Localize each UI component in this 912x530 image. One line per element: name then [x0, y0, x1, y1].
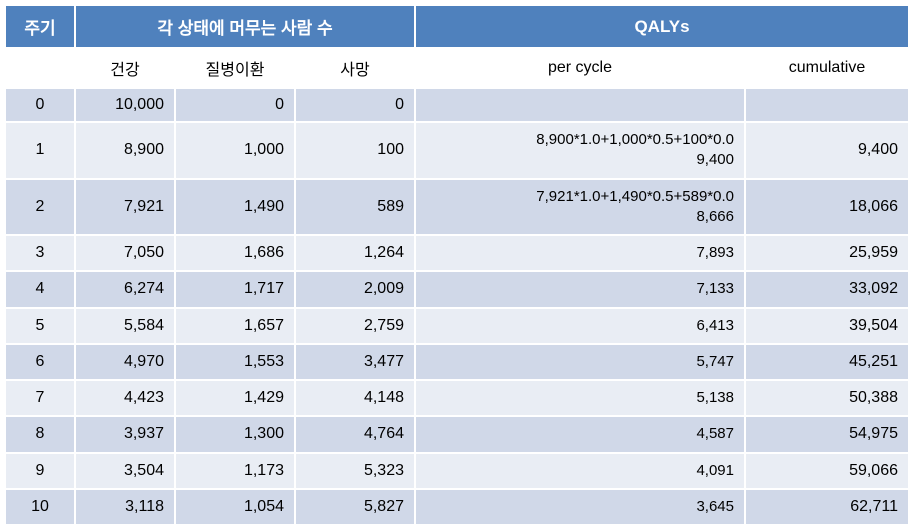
cell-percycle: 4,587 [415, 416, 745, 452]
cell-healthy: 8,900 [75, 122, 175, 179]
subheader-row: 건강 질병이환 사망 per cycle cumulative [5, 48, 909, 88]
cell-healthy: 3,937 [75, 416, 175, 452]
cell-cumulative: 9,400 [745, 122, 909, 179]
cell-healthy: 4,423 [75, 380, 175, 416]
cell-cycle: 0 [5, 88, 75, 122]
cell-percycle: 7,921*1.0+1,490*0.5+589*0.08,666 [415, 179, 745, 236]
cell-dead: 2,009 [295, 271, 415, 307]
cell-dead: 4,764 [295, 416, 415, 452]
cell-cumulative: 59,066 [745, 453, 909, 489]
cell-cycle: 10 [5, 489, 75, 525]
cell-cycle: 9 [5, 453, 75, 489]
cell-percycle [415, 88, 745, 122]
table-row: 18,9001,0001008,900*1.0+1,000*0.5+100*0.… [5, 122, 909, 179]
cell-percycle: 7,133 [415, 271, 745, 307]
cell-cycle: 8 [5, 416, 75, 452]
subheader-percycle: per cycle [415, 48, 745, 88]
cell-cumulative: 25,959 [745, 235, 909, 271]
cell-disease: 1,717 [175, 271, 295, 307]
cell-dead: 5,827 [295, 489, 415, 525]
subheader-healthy: 건강 [75, 48, 175, 88]
table-row: 46,2741,7172,0097,13333,092 [5, 271, 909, 307]
table-row: 010,00000 [5, 88, 909, 122]
cell-dead: 2,759 [295, 308, 415, 344]
qaly-table: 주기 각 상태에 머무는 사람 수 QALYs 건강 질병이환 사망 per c… [4, 4, 910, 526]
cell-cycle: 7 [5, 380, 75, 416]
cell-disease: 1,300 [175, 416, 295, 452]
table-row: 93,5041,1735,3234,09159,066 [5, 453, 909, 489]
cell-dead: 589 [295, 179, 415, 236]
cell-dead: 0 [295, 88, 415, 122]
cell-percycle: 5,747 [415, 344, 745, 380]
cell-percycle: 3,645 [415, 489, 745, 525]
cell-disease: 1,054 [175, 489, 295, 525]
cell-cycle: 4 [5, 271, 75, 307]
cell-healthy: 10,000 [75, 88, 175, 122]
cell-disease: 0 [175, 88, 295, 122]
cell-disease: 1,657 [175, 308, 295, 344]
header-cycle: 주기 [5, 5, 75, 48]
cell-dead: 5,323 [295, 453, 415, 489]
subheader-cumulative: cumulative [745, 48, 909, 88]
table-row: 103,1181,0545,8273,64562,711 [5, 489, 909, 525]
header-states: 각 상태에 머무는 사람 수 [75, 5, 415, 48]
cell-disease: 1,000 [175, 122, 295, 179]
cell-dead: 100 [295, 122, 415, 179]
cell-disease: 1,490 [175, 179, 295, 236]
cell-cycle: 5 [5, 308, 75, 344]
cell-cycle: 6 [5, 344, 75, 380]
cell-cycle: 3 [5, 235, 75, 271]
cell-cumulative: 50,388 [745, 380, 909, 416]
cell-cumulative: 39,504 [745, 308, 909, 344]
cell-healthy: 4,970 [75, 344, 175, 380]
cell-healthy: 5,584 [75, 308, 175, 344]
cell-cumulative: 45,251 [745, 344, 909, 380]
cell-cycle: 2 [5, 179, 75, 236]
table-row: 55,5841,6572,7596,41339,504 [5, 308, 909, 344]
header-row: 주기 각 상태에 머무는 사람 수 QALYs [5, 5, 909, 48]
cell-disease: 1,173 [175, 453, 295, 489]
cell-cumulative: 33,092 [745, 271, 909, 307]
cell-healthy: 3,504 [75, 453, 175, 489]
table-body: 건강 질병이환 사망 per cycle cumulative 010,0000… [5, 48, 909, 525]
cell-disease: 1,686 [175, 235, 295, 271]
cell-healthy: 6,274 [75, 271, 175, 307]
cell-cycle: 1 [5, 122, 75, 179]
cell-healthy: 7,921 [75, 179, 175, 236]
subheader-disease: 질병이환 [175, 48, 295, 88]
table-row: 64,9701,5533,4775,74745,251 [5, 344, 909, 380]
cell-cumulative: 62,711 [745, 489, 909, 525]
subheader-blank [5, 48, 75, 88]
cell-percycle: 8,900*1.0+1,000*0.5+100*0.09,400 [415, 122, 745, 179]
cell-percycle: 6,413 [415, 308, 745, 344]
table-row: 74,4231,4294,1485,13850,388 [5, 380, 909, 416]
cell-percycle: 7,893 [415, 235, 745, 271]
subheader-dead: 사망 [295, 48, 415, 88]
table-row: 27,9211,4905897,921*1.0+1,490*0.5+589*0.… [5, 179, 909, 236]
table-row: 37,0501,6861,2647,89325,959 [5, 235, 909, 271]
cell-disease: 1,553 [175, 344, 295, 380]
cell-percycle: 4,091 [415, 453, 745, 489]
cell-cumulative: 54,975 [745, 416, 909, 452]
cell-dead: 1,264 [295, 235, 415, 271]
cell-disease: 1,429 [175, 380, 295, 416]
cell-healthy: 7,050 [75, 235, 175, 271]
cell-cumulative [745, 88, 909, 122]
header-qalys: QALYs [415, 5, 909, 48]
cell-healthy: 3,118 [75, 489, 175, 525]
cell-percycle: 5,138 [415, 380, 745, 416]
table-row: 83,9371,3004,7644,58754,975 [5, 416, 909, 452]
cell-dead: 4,148 [295, 380, 415, 416]
cell-cumulative: 18,066 [745, 179, 909, 236]
cell-dead: 3,477 [295, 344, 415, 380]
